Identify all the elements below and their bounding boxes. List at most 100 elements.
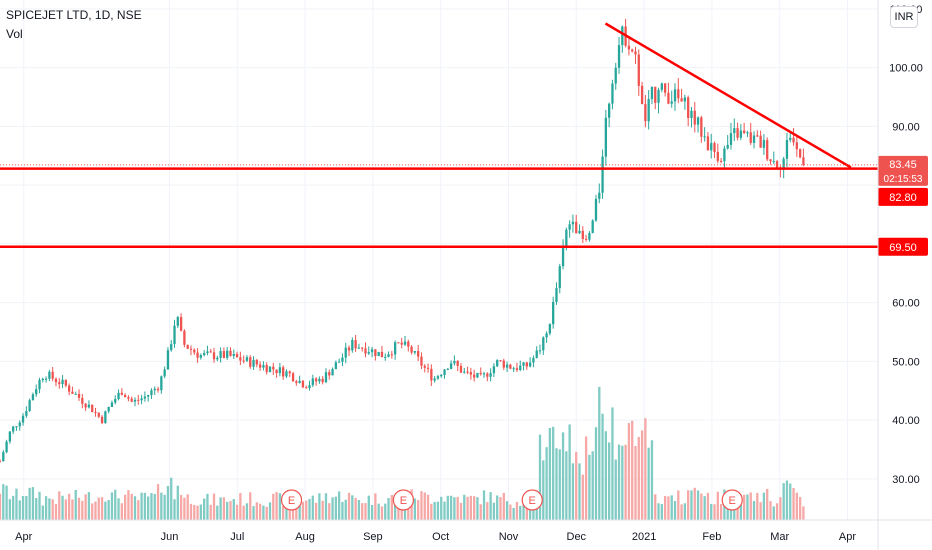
volume-bar — [255, 502, 258, 520]
candle-body — [568, 224, 571, 230]
candle-body — [739, 130, 743, 138]
candle-body — [367, 352, 370, 354]
candle-body — [252, 359, 255, 367]
candle-body — [305, 387, 308, 389]
candle-body — [295, 381, 298, 384]
candle-body — [443, 369, 446, 375]
volume-bar — [370, 504, 374, 520]
candle-body — [173, 325, 176, 345]
volume-bar — [687, 490, 690, 520]
volume-label[interactable]: Vol — [6, 27, 23, 41]
candle-body — [71, 391, 74, 394]
candle-body — [561, 246, 565, 267]
volume-bar — [515, 501, 519, 520]
candle-body — [535, 350, 538, 358]
x-tick-label: Mar — [770, 531, 789, 543]
volume-bar — [104, 501, 107, 520]
candle-body — [387, 354, 390, 357]
volume-bar — [334, 496, 338, 520]
volume-bar — [354, 497, 357, 520]
candle-body — [390, 354, 393, 356]
volume-bar — [548, 427, 552, 520]
volume-bar — [775, 503, 779, 520]
candle-body — [453, 360, 456, 364]
candle-body — [726, 144, 729, 149]
y-tick-label: 90.00 — [892, 121, 920, 133]
volume-bar — [654, 494, 657, 520]
volume-bar — [627, 423, 631, 520]
volume-bar — [739, 494, 743, 520]
volume-bar — [430, 503, 433, 520]
volume-bar — [140, 492, 143, 520]
symbol-title[interactable]: SPICEJET LTD, 1D, NSE — [6, 8, 142, 22]
candle-body — [703, 136, 706, 138]
volume-bar — [123, 494, 127, 520]
candle-body — [91, 404, 94, 412]
volume-bar — [196, 505, 199, 520]
candle-body — [219, 351, 222, 358]
candle-body — [400, 342, 403, 345]
candle-body — [143, 396, 147, 399]
volume-bar — [459, 502, 463, 520]
candle-body — [31, 394, 35, 401]
volume-bar — [417, 500, 420, 520]
candle-body — [519, 365, 522, 370]
volume-bar — [670, 495, 673, 520]
candle-body — [670, 101, 673, 104]
candle-body — [12, 426, 15, 432]
candle-body — [472, 374, 476, 378]
volume-bar — [657, 503, 660, 520]
volume-bar — [426, 494, 430, 520]
volume-bar — [509, 504, 512, 520]
volume-bar — [792, 487, 795, 520]
candle-body — [2, 452, 5, 462]
x-tick-label: Jul — [230, 531, 244, 543]
candle-body — [509, 364, 512, 369]
earnings-marker — [392, 489, 415, 511]
candle-body — [482, 373, 486, 375]
candle-body — [5, 441, 8, 453]
x-tick-label: Jun — [161, 531, 179, 543]
candle-body — [640, 85, 644, 105]
volume-bar — [219, 497, 222, 520]
candles — [0, 18, 805, 463]
volume-bar — [433, 501, 436, 520]
candle-body — [436, 376, 440, 379]
candle-body — [673, 89, 677, 102]
volume-bar — [568, 424, 571, 520]
candle-body — [594, 198, 598, 221]
volume-bar — [413, 498, 417, 520]
candle-body — [255, 359, 258, 365]
volume-bar — [407, 499, 410, 520]
candle-body — [505, 364, 509, 368]
candle-body — [272, 366, 275, 370]
volume-bar — [700, 493, 703, 520]
volume-bar — [719, 503, 723, 520]
volume-bar — [690, 490, 693, 520]
candle-body — [631, 49, 634, 52]
volume-bar — [716, 491, 719, 520]
candle-body — [614, 67, 617, 84]
candle-body — [100, 416, 104, 424]
candle-body — [48, 371, 51, 379]
volume-bar — [696, 490, 700, 520]
volume-bar — [199, 504, 203, 520]
candle-body — [687, 97, 690, 118]
candle-body — [354, 340, 357, 349]
volume-bar — [81, 500, 84, 520]
candle-body — [301, 380, 305, 388]
volume-bar — [729, 501, 733, 520]
volume-bar — [262, 505, 265, 520]
candle-body — [522, 362, 525, 366]
currency-badge[interactable]: INR — [890, 6, 918, 28]
earnings-marker — [721, 489, 743, 511]
candle-body — [179, 317, 183, 331]
candle-body — [370, 349, 374, 353]
volume-bar — [575, 451, 578, 520]
volume-bar — [667, 496, 670, 520]
candle-body — [789, 137, 792, 141]
level-price-value: 82.80 — [889, 192, 917, 204]
candle-body — [110, 402, 114, 407]
candle-body — [84, 403, 87, 408]
